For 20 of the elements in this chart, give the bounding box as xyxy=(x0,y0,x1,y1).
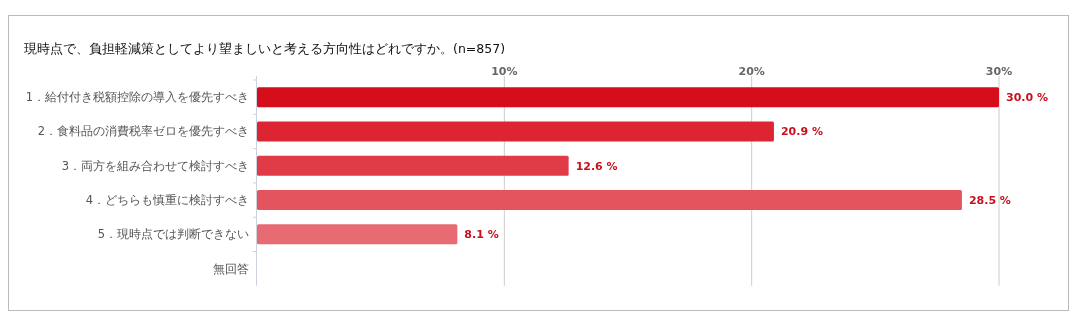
y-tick-label: 無回答 xyxy=(213,261,249,276)
bar xyxy=(257,224,458,245)
data-label: 12.6 % xyxy=(575,159,618,173)
data-label: 28.5 % xyxy=(968,194,1011,208)
x-tick-label: 30% xyxy=(985,65,1013,78)
data-label: 30.0 % xyxy=(1006,91,1048,105)
y-tick-label: 5．現時点では判断できない xyxy=(97,227,249,242)
y-tick-label: 3．両方を組み合わせて検討すべき xyxy=(61,158,249,173)
y-tick-label: 2．食料品の消費税率ゼロを優先すべき xyxy=(37,124,249,139)
bar xyxy=(257,121,774,142)
bar xyxy=(257,87,999,108)
y-tick-label: 4．どちらも慎重に検討すべき xyxy=(85,193,249,208)
x-tick-label: 10% xyxy=(491,65,518,78)
data-label: 20.9 % xyxy=(780,125,823,139)
data-label: 8.1 % xyxy=(464,228,499,242)
y-tick-label: 1．給付付き税額控除の導入を優先すべき xyxy=(25,90,249,105)
chart-title: 現時点で、負担軽減策としてより望ましいと考える方向性はどれですか。(n=857) xyxy=(24,41,506,56)
bar xyxy=(257,190,962,211)
bar xyxy=(257,155,569,176)
x-tick-label: 20% xyxy=(738,65,765,78)
